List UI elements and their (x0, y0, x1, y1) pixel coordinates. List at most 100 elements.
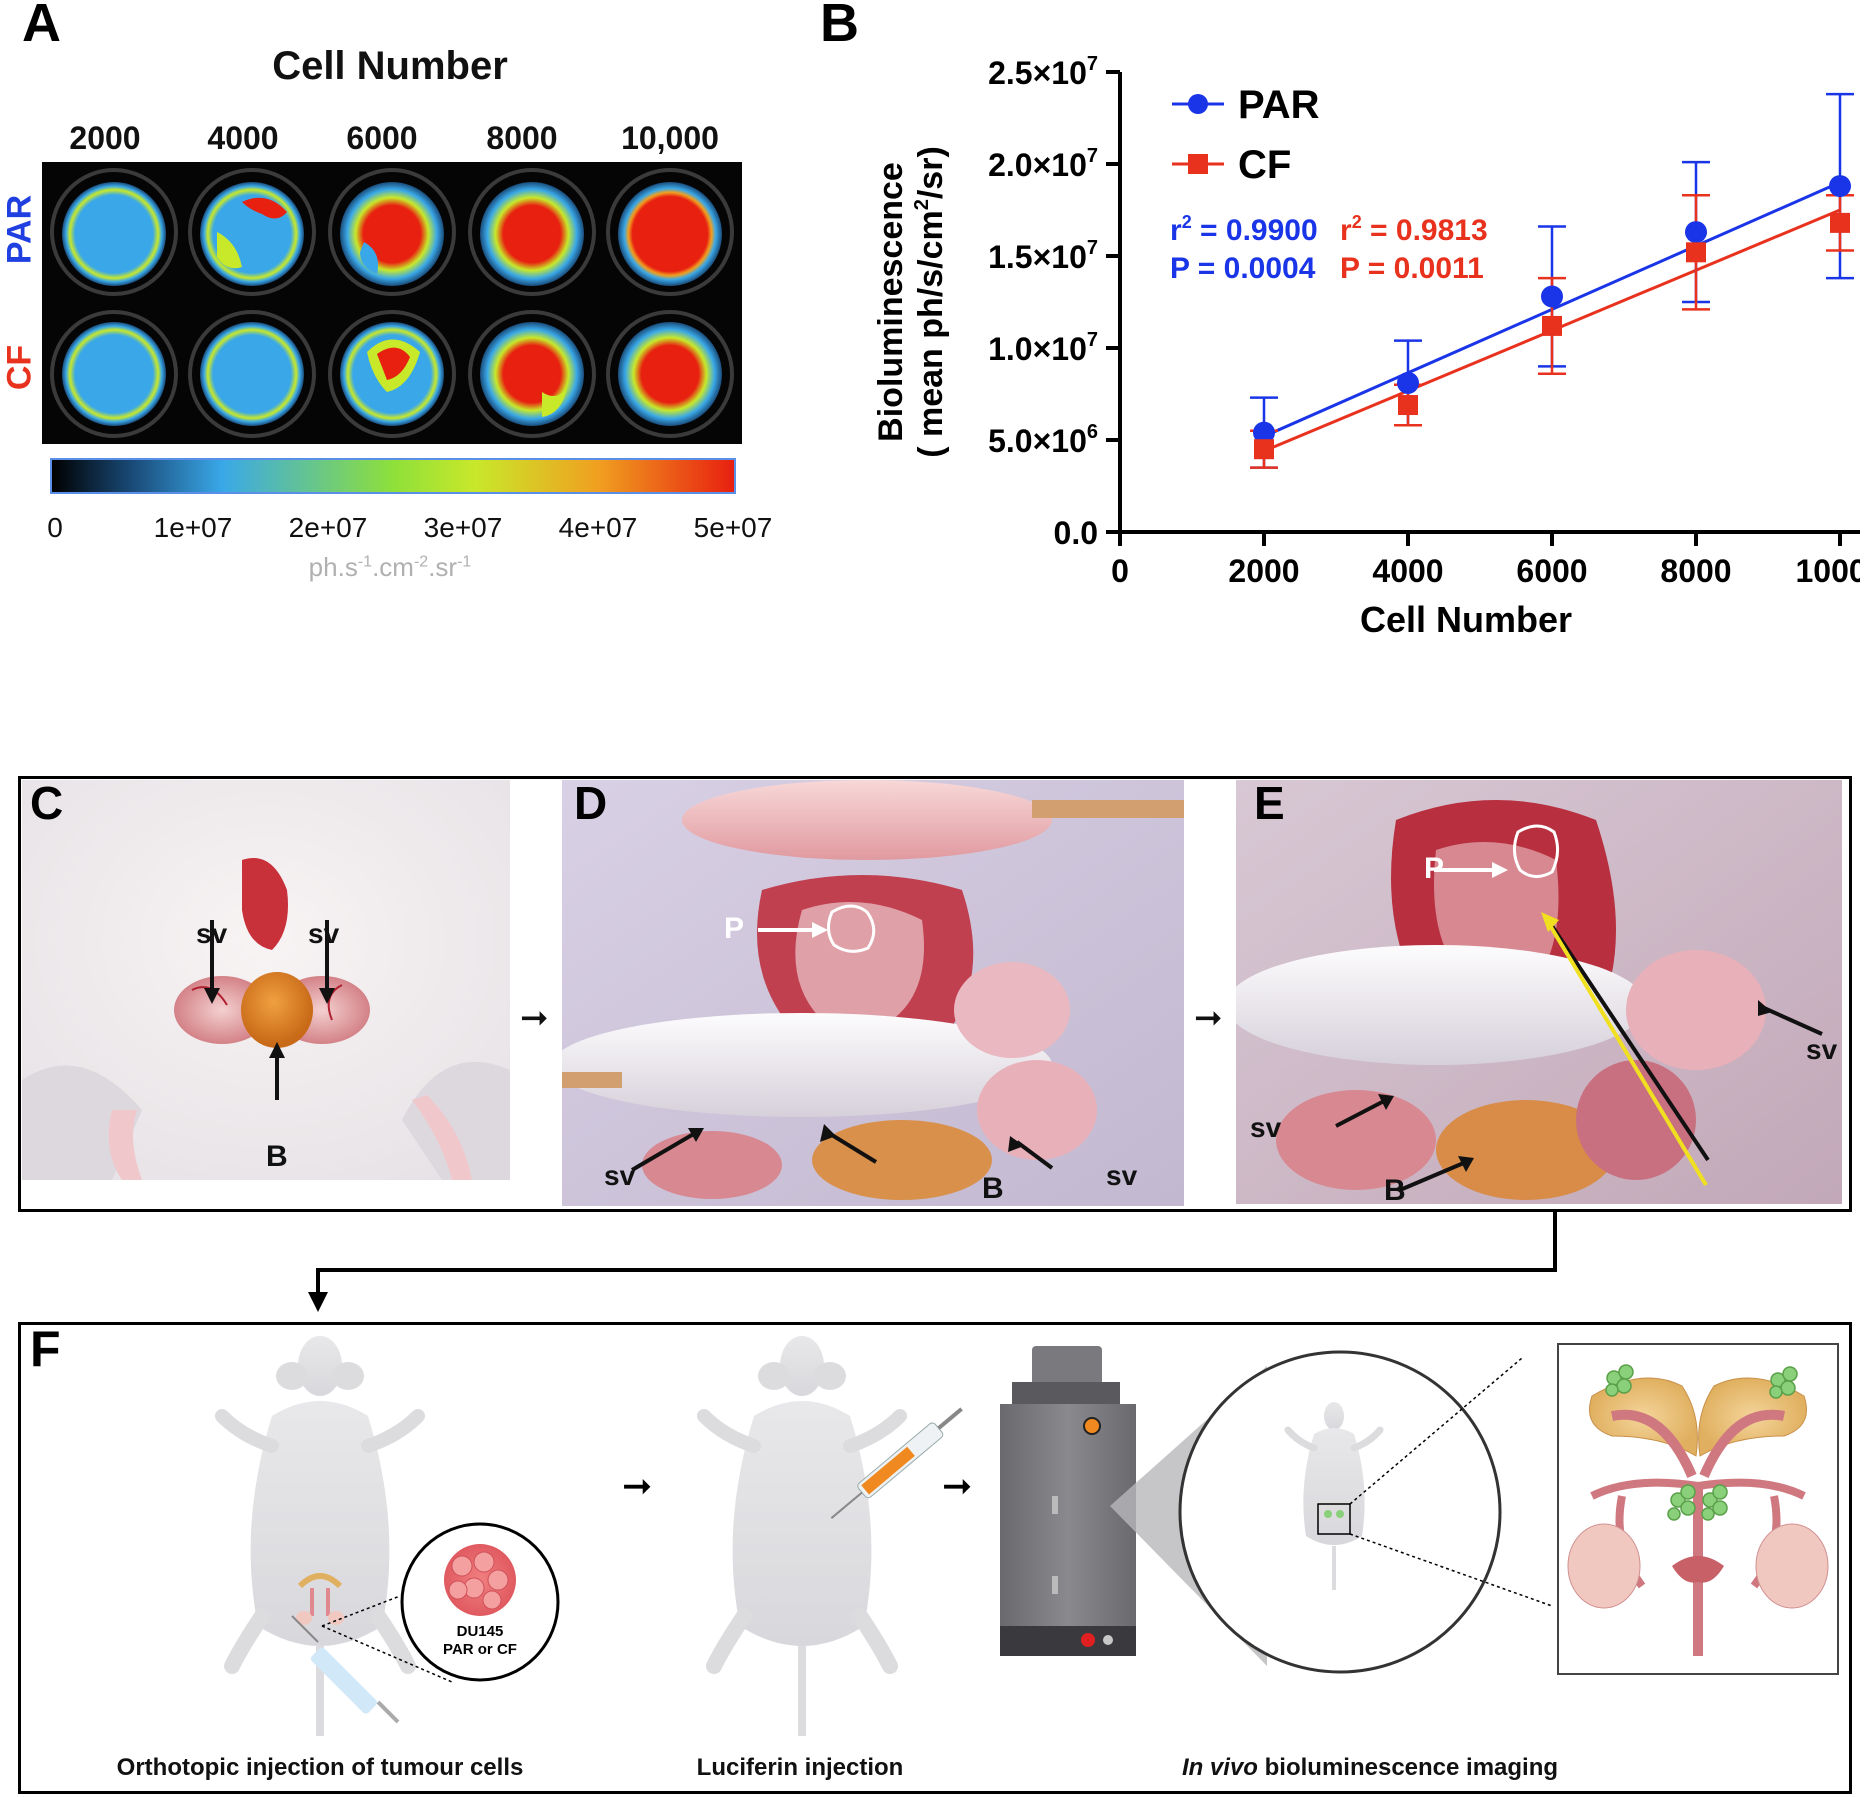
label-d-sv-right: sv (1106, 1160, 1138, 1191)
colorbar-tick-1: 1e+07 (153, 512, 233, 543)
unit-exp-2: -2 (413, 553, 429, 571)
cf-r2-val: = 0.9813 (1362, 214, 1488, 247)
y-label-sup: 2 (911, 199, 933, 210)
x-tick-label-2: 4000 (1372, 553, 1443, 589)
col-label-8000: 8000 (486, 120, 558, 156)
unit-exp-3: -1 (457, 553, 472, 571)
du145-cells-magnified: DU145 PAR or CF (321, 1522, 560, 1683)
well-cf-6000 (340, 322, 444, 426)
y-label-part1: ( mean ph/s/cm (912, 210, 950, 458)
well-cf-8000 (480, 322, 584, 426)
cell-label-line2: PAR or CF (443, 1641, 517, 1658)
point-par-0 (1253, 421, 1275, 444)
cf-r2-r: r (1340, 214, 1352, 247)
label-c-sv-right: sv (308, 918, 340, 949)
y-tick-label-3: 1.5×107 (988, 237, 1098, 275)
row-label-par: PAR (0, 194, 39, 265)
colorbar-unit: ph.s-1.cm-2.sr-1 (240, 552, 540, 583)
point-cf-3 (1686, 242, 1706, 263)
colorbar-tick-2: 2e+07 (288, 512, 368, 543)
panel-e-letter: E (1254, 777, 1285, 829)
x-tick-label-0: 0 (1111, 553, 1129, 589)
unit-mid-1: .cm (372, 552, 414, 582)
col-label-2000: 2000 (69, 120, 141, 156)
par-r2-val: = 0.9900 (1192, 214, 1318, 247)
well-par-8000 (480, 182, 584, 286)
label-d-p: P (724, 912, 745, 945)
col-label-6000: 6000 (346, 120, 418, 156)
arrow-d-to-e: ➞ (1194, 999, 1223, 1037)
well-par-4000 (200, 182, 304, 286)
panel-c-letter: C (30, 777, 64, 829)
y-axis-label-line1: Bioluminescence (872, 162, 910, 442)
panel-a-title: Cell Number (272, 44, 508, 88)
unit-base: ph.s (308, 552, 358, 582)
colorbar-tick-0: 0 (47, 512, 63, 543)
photo-c (22, 780, 510, 1180)
label-d-b: B (982, 1172, 1004, 1205)
legend-cf-label: CF (1238, 143, 1291, 187)
par-r2-sup: 2 (1182, 212, 1192, 232)
label-e-p: P (1424, 852, 1445, 885)
y-tick-label-0: 0.0 (1054, 515, 1098, 551)
cf-r2: r2 = 0.9813 (1340, 212, 1488, 247)
imaged-mouse-magnified (1178, 1350, 1502, 1674)
mouse-1-illustration (215, 1336, 425, 1736)
arrow-step1-to-2: ➞ (622, 1465, 652, 1506)
zoom-line-top (1349, 1357, 1523, 1505)
caption-step3-rest: bioluminescence imaging (1257, 1754, 1559, 1781)
panel-f-letter: F (30, 1321, 61, 1377)
label-d-sv-left: sv (604, 1160, 636, 1191)
arrow-c-to-d: ➞ (520, 999, 549, 1037)
point-par-1 (1397, 371, 1419, 394)
caption-step2: Luciferin injection (696, 1754, 904, 1781)
legend: PAR CF (1172, 83, 1320, 187)
par-r2: r2 = 0.9900 (1170, 212, 1318, 247)
well-par-2000 (62, 182, 166, 286)
y-ticks: 0.0 5.0×106 1.0×107 1.5×107 2.0×107 2.5×107 (988, 53, 1120, 551)
panel-d-letter: D (574, 777, 608, 829)
x-axis-label: Cell Number (1360, 599, 1572, 640)
caption-step3-italic: In vivo (1181, 1754, 1258, 1781)
par-r2-r: r (1170, 214, 1182, 247)
photo-d (562, 780, 1184, 1206)
legend-par-marker (1188, 94, 1208, 114)
label-c-sv-left: sv (196, 918, 228, 949)
y-tick-label-1: 5.0×106 (988, 421, 1098, 459)
colorbar-tick-4: 4e+07 (558, 512, 638, 543)
well-par-10000 (618, 182, 722, 286)
ivis-imager-illustration (1000, 1346, 1136, 1656)
cf-p: P = 0.0011 (1340, 252, 1484, 285)
colorbar-tick-5: 5e+07 (693, 512, 773, 543)
mouse-2-illustration (697, 1336, 963, 1736)
cf-r2-sup: 2 (1352, 212, 1362, 232)
panel-b-letter: B (820, 0, 859, 53)
y-label-part2: /sr) (912, 146, 950, 199)
prostate-anatomy-zoom (1557, 1343, 1839, 1675)
point-cf-4 (1830, 212, 1850, 233)
legend-cf-marker (1188, 154, 1208, 174)
y-tick-label-4: 2.0×107 (988, 145, 1098, 183)
label-e-b: B (1384, 1174, 1406, 1207)
well-cf-4000 (200, 322, 304, 426)
point-cf-2 (1542, 315, 1562, 336)
cell-label-line1: DU145 (457, 1623, 504, 1640)
par-p: P = 0.0004 (1170, 252, 1316, 285)
point-cf-1 (1398, 395, 1418, 416)
colorbar-tick-3: 3e+07 (423, 512, 503, 543)
bioluminescence-well-plate (42, 162, 742, 444)
x-tick-label-3: 6000 (1516, 553, 1587, 589)
unit-mid-2: .sr (428, 552, 458, 582)
x-tick-label-1: 2000 (1228, 553, 1299, 589)
col-label-4000: 4000 (207, 120, 279, 156)
x-ticks: 0 2000 4000 6000 8000 10000 (1111, 532, 1860, 589)
caption-step1: Orthotopic injection of tumour cells (116, 1754, 524, 1781)
col-label-10000: 10,000 (621, 120, 719, 156)
y-tick-label-2: 1.0×107 (988, 329, 1098, 367)
point-par-2 (1541, 285, 1563, 308)
row-label-cf: CF (0, 344, 39, 391)
bioluminescence-chart: 0.0 5.0×106 1.0×107 1.5×107 2.0×107 2.5×107 0… (872, 53, 1860, 640)
arrow-step2-to-3: ➞ (942, 1465, 972, 1506)
y-axis-label-line2: ( mean ph/s/cm2/sr) (911, 146, 950, 458)
panel-a-letter: A (22, 0, 61, 53)
